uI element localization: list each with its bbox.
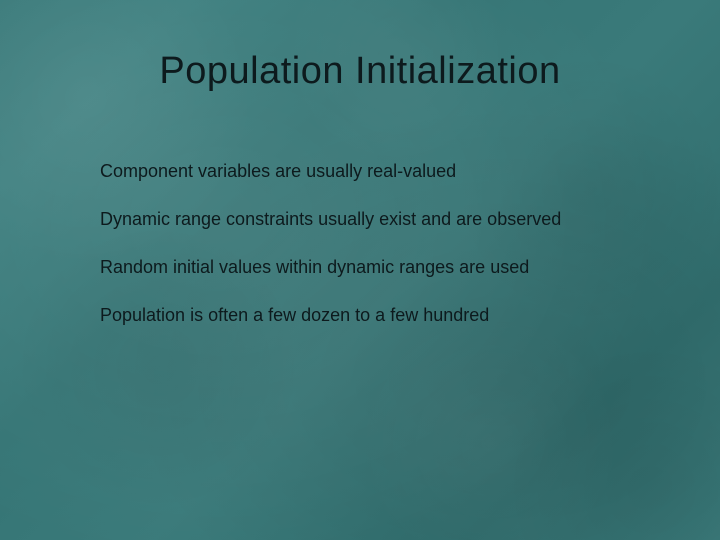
- bullet-item: Population is often a few dozen to a few…: [100, 304, 561, 326]
- bullet-item: Component variables are usually real-val…: [100, 160, 561, 182]
- bullet-item: Random initial values within dynamic ran…: [100, 256, 561, 278]
- slide-title: Population Initialization: [0, 50, 720, 93]
- bullet-item: Dynamic range constraints usually exist …: [100, 208, 561, 230]
- slide: Population Initialization Component vari…: [0, 0, 720, 540]
- bullet-list: Component variables are usually real-val…: [100, 160, 561, 326]
